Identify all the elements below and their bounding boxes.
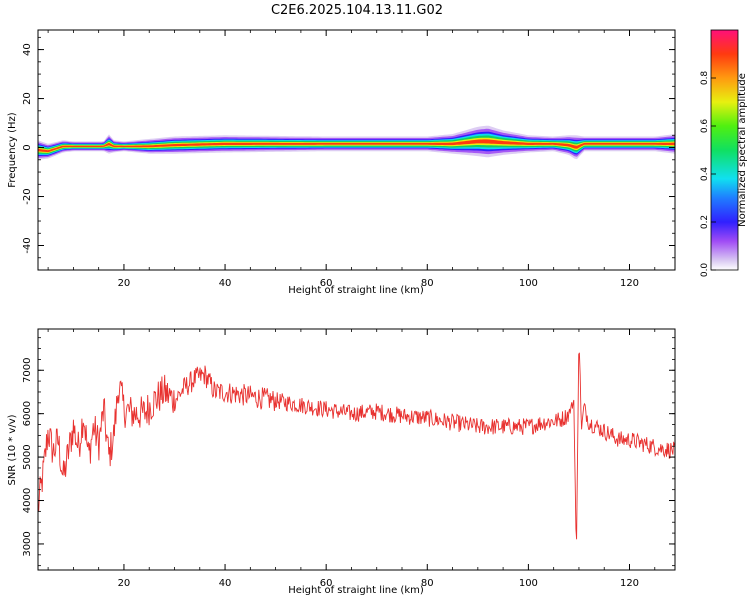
spectrogram-y-tick-label: 0 xyxy=(22,144,33,150)
snr-series-group xyxy=(38,352,675,540)
snr-x-tick-label: 40 xyxy=(219,578,232,589)
snr-y-tick-label: 3000 xyxy=(22,531,33,556)
spectrogram-y-label: Frequency (Hz) xyxy=(7,112,18,188)
colorbar: 0.0 0.2 0.4 0.6 0.8 Normalized spectral ampl… xyxy=(700,29,748,278)
colorbar-gradient xyxy=(710,29,739,271)
ridge-contour-6 xyxy=(38,139,675,153)
snr-y-label: SNR (10 * v/v) xyxy=(7,414,18,485)
snr-background xyxy=(38,329,675,570)
snr-y-tick-label: 4000 xyxy=(22,488,33,513)
snr-panel: 20 40 60 80 100 120 3000 4000 5000 6000 7000 Heigh… xyxy=(7,328,676,596)
spectrogram-y-tick-label: -20 xyxy=(22,188,33,204)
spectrogram-y-tick-label: 20 xyxy=(22,92,33,105)
spectrogram-y-tick-label: 40 xyxy=(22,43,33,56)
colorbar-label: Normalized spectral amplitude xyxy=(737,73,748,227)
snr-frame xyxy=(37,328,676,571)
snr-x-label: Height of straight line (km) xyxy=(288,585,424,596)
spectrogram-panel: 20 40 60 80 100 120 -40 -20 0 20 40 Height of stra… xyxy=(7,29,676,296)
snr-series-line xyxy=(38,352,675,540)
spectrogram-x-tick-label: 20 xyxy=(118,278,131,289)
spectrogram-y-tick-label: -40 xyxy=(22,237,33,253)
colorbar-tick-label: 0.4 xyxy=(700,167,710,182)
ridge-contour-5 xyxy=(38,137,675,153)
colorbar-tick-label: 0.0 xyxy=(700,263,710,278)
spectrogram-ridge xyxy=(38,125,675,160)
snr-y-tick-label: 6000 xyxy=(22,401,33,426)
spectrogram-x-tick-label: 120 xyxy=(620,278,639,289)
spectrogram-x-tick-label: 40 xyxy=(219,278,232,289)
snr-x-tick-label: 80 xyxy=(421,578,434,589)
spectrogram-x-label: Height of straight line (km) xyxy=(288,285,424,296)
snr-x-tick-label: 60 xyxy=(320,578,333,589)
spectrogram-x-tick-label: 80 xyxy=(421,278,434,289)
snr-x-tick-label: 100 xyxy=(519,578,538,589)
snr-y-tick-label: 5000 xyxy=(22,444,33,469)
colorbar-tick-label: 0.8 xyxy=(700,71,710,86)
colorbar-tick-label: 0.6 xyxy=(700,119,710,134)
snr-y-tick-label: 7000 xyxy=(22,358,33,383)
snr-x-tick-label: 20 xyxy=(118,578,131,589)
spectrogram-x-tick-label: 60 xyxy=(320,278,333,289)
colorbar-tick-label: 0.2 xyxy=(700,215,710,229)
spectrogram-x-tick-label: 100 xyxy=(519,278,538,289)
spectrogram-frame xyxy=(37,29,676,271)
colorbar-ticks: 0.0 0.2 0.4 0.6 0.8 xyxy=(700,71,716,278)
chart-title: C2E6.2025.104.13.11.G02 xyxy=(271,3,443,18)
snr-x-tick-label: 120 xyxy=(620,578,639,589)
